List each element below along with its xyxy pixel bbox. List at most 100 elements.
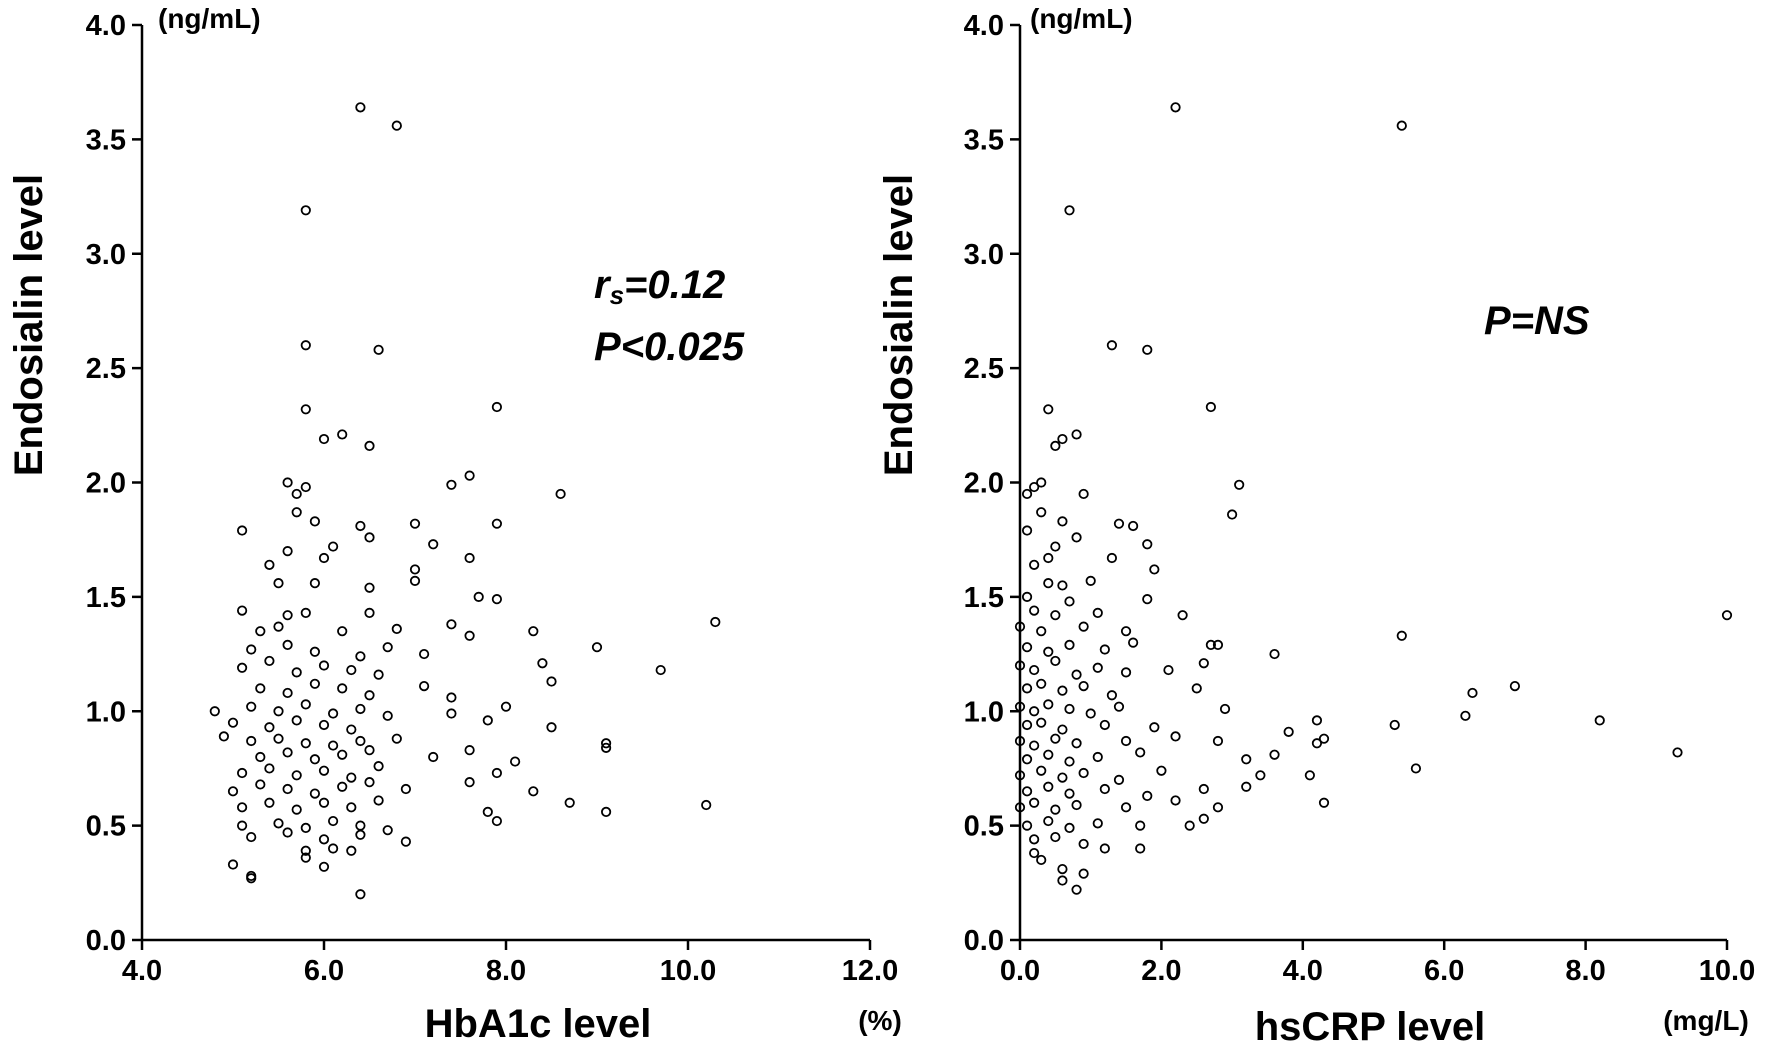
data-point-hba1c xyxy=(701,799,712,811)
data-point-hba1c xyxy=(246,644,257,655)
data-point-hba1c xyxy=(355,520,366,532)
data-point-hba1c xyxy=(318,433,330,445)
y-tick-label-hba1c: 2.0 xyxy=(86,468,126,500)
data-point-hba1c xyxy=(264,763,275,774)
data-point-hscrp xyxy=(1078,838,1089,850)
data-point-hba1c xyxy=(364,777,375,788)
data-point-hscrp xyxy=(1085,708,1096,719)
data-point-hba1c xyxy=(309,788,320,799)
data-point-hscrp xyxy=(1269,749,1280,760)
data-point-hba1c xyxy=(327,708,339,719)
data-point-hscrp xyxy=(1057,772,1068,783)
data-point-hba1c xyxy=(300,481,311,493)
panel-hba1c: 0.0 0.5 1.0 1.5 2.0 2.5 3.0 3.5 4.0 4.0 6.0 8.0 10.0… xyxy=(7,3,902,1046)
data-point-hscrp xyxy=(1467,687,1478,699)
data-point-hscrp xyxy=(1170,102,1181,113)
data-point-hba1c xyxy=(464,470,475,481)
data-point-hba1c xyxy=(500,701,512,712)
data-point-hscrp xyxy=(1064,205,1075,216)
data-point-hba1c xyxy=(382,825,393,836)
data-point-hba1c xyxy=(237,662,248,673)
data-point-hba1c xyxy=(309,578,320,589)
x-tick-label-hba1c: 10.0 xyxy=(660,955,716,987)
data-point-hba1c xyxy=(300,852,311,863)
data-point-hscrp xyxy=(1120,802,1132,813)
data-point-hba1c xyxy=(418,648,430,660)
data-point-hba1c xyxy=(227,717,239,728)
data-point-hscrp xyxy=(1106,690,1118,701)
data-point-hscrp xyxy=(1021,642,1033,653)
x-tick-label-hba1c: 4.0 xyxy=(122,955,162,987)
y-tick-label-hba1c: 1.5 xyxy=(86,582,126,614)
data-point-hscrp xyxy=(1212,802,1224,813)
p-value-annotation-hscrp: P=NS xyxy=(1484,299,1590,343)
x-tick-label-hscrp: 8.0 xyxy=(1565,955,1605,987)
data-point-hscrp xyxy=(1149,722,1160,733)
data-point-hscrp xyxy=(1255,770,1266,781)
data-point-hscrp xyxy=(1135,747,1146,758)
data-point-hba1c xyxy=(327,843,339,854)
data-point-hba1c xyxy=(446,479,457,490)
data-point-hba1c xyxy=(318,552,330,564)
data-point-hba1c xyxy=(509,756,521,767)
data-point-hscrp xyxy=(1029,740,1040,751)
data-point-hba1c xyxy=(273,621,284,632)
data-point-hba1c xyxy=(464,630,475,641)
data-point-hscrp xyxy=(1021,820,1033,831)
data-point-hba1c xyxy=(309,646,320,657)
data-point-hscrp xyxy=(1212,735,1224,747)
data-point-hscrp xyxy=(1205,401,1216,413)
data-point-hscrp xyxy=(1113,518,1125,529)
data-point-hscrp xyxy=(1198,658,1209,669)
data-point-hscrp xyxy=(1036,626,1047,637)
data-point-hba1c xyxy=(528,626,539,637)
data-point-hscrp xyxy=(1396,120,1407,131)
data-point-hscrp xyxy=(1036,854,1047,866)
data-point-hba1c xyxy=(282,783,293,795)
data-point-hba1c xyxy=(237,525,248,536)
data-point-hba1c xyxy=(246,831,257,843)
data-point-hscrp xyxy=(1021,754,1033,765)
rs-value: =0.12 xyxy=(624,263,725,307)
data-point-hscrp xyxy=(1043,578,1054,589)
data-point-hba1c xyxy=(264,655,275,667)
data-point-hscrp xyxy=(1092,607,1103,618)
data-point-hscrp xyxy=(1071,738,1082,749)
data-point-hba1c xyxy=(300,822,311,834)
data-point-hscrp xyxy=(1050,733,1061,744)
data-point-hba1c xyxy=(364,690,375,701)
data-point-hba1c xyxy=(246,701,257,712)
data-point-hscrp xyxy=(1029,605,1040,616)
data-point-hba1c xyxy=(237,820,248,831)
data-point-hba1c xyxy=(710,616,721,628)
data-point-hba1c xyxy=(337,749,348,760)
data-point-hscrp xyxy=(1064,639,1075,651)
data-point-hba1c xyxy=(264,722,275,733)
data-point-hba1c xyxy=(600,806,612,818)
data-point-hba1c xyxy=(318,834,330,845)
data-point-hba1c xyxy=(400,783,411,795)
data-point-hscrp xyxy=(1071,884,1082,895)
data-point-hscrp xyxy=(1135,843,1146,854)
data-point-hscrp xyxy=(1057,685,1068,696)
data-point-hba1c xyxy=(346,802,357,813)
data-point-hba1c xyxy=(364,532,375,543)
data-point-hba1c xyxy=(255,683,266,694)
data-point-hba1c xyxy=(318,719,330,731)
data-point-hscrp xyxy=(1029,706,1040,717)
data-point-hba1c xyxy=(246,873,257,884)
data-point-hscrp xyxy=(1191,683,1202,694)
data-point-hscrp xyxy=(1014,660,1026,671)
y-tick-label-hscrp: 1.0 xyxy=(964,696,1004,728)
rs-symbol: r xyxy=(594,263,612,307)
y-unit-hscrp: (ng/mL) xyxy=(1030,3,1133,34)
data-point-hba1c xyxy=(364,440,375,451)
data-point-hba1c xyxy=(300,699,311,710)
data-point-hscrp xyxy=(1064,788,1075,799)
data-point-hba1c xyxy=(464,745,475,756)
data-point-hscrp xyxy=(1057,724,1068,735)
data-point-hba1c xyxy=(346,845,357,856)
data-point-hscrp xyxy=(1029,481,1040,493)
data-point-hba1c xyxy=(346,664,357,676)
